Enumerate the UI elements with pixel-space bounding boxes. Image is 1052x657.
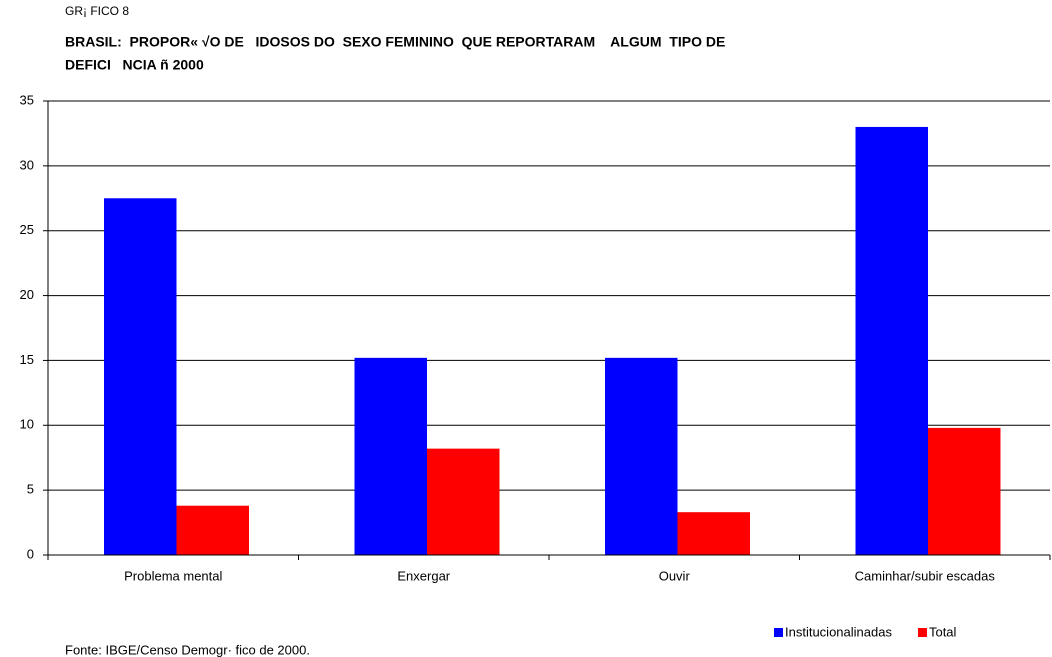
y-tick-label: 5: [27, 482, 34, 497]
x-tick-label: Problema mental: [124, 568, 222, 583]
chart-label: GR¡ FICO 8: [65, 4, 129, 18]
y-tick-label: 30: [20, 157, 34, 172]
y-tick-label: 15: [20, 352, 34, 367]
y-tick-label: 25: [20, 222, 34, 237]
bar: [354, 357, 427, 555]
x-tick-label: Enxergar: [397, 568, 450, 583]
bar: [677, 512, 750, 555]
y-tick-label: 10: [20, 417, 34, 432]
bar: [104, 198, 177, 556]
bar: [855, 126, 928, 555]
x-tick-label: Caminhar/subir escadas: [855, 568, 996, 583]
x-tick-label: Ouvir: [659, 568, 691, 583]
legend-label: Institucionalinadas: [785, 624, 892, 639]
legend-swatch: [917, 628, 927, 637]
bar: [605, 357, 678, 555]
legend-label: Total: [929, 624, 957, 639]
y-tick-label: 20: [20, 287, 34, 302]
bar: [928, 427, 1001, 555]
bar: [427, 448, 500, 555]
legend-swatch: [774, 628, 783, 637]
chart-title: BRASIL: PROPOR« √O DE IDOSOS DO SEXO FEM…: [65, 34, 725, 50]
y-tick-label: 0: [27, 546, 34, 561]
source-note: Fonte: IBGE/Censo Demogr· fico de 2000.: [65, 642, 310, 657]
y-tick-label: 35: [20, 92, 34, 107]
chart-title: DEFICI NCIA ñ 2000: [65, 57, 204, 73]
bar: [176, 505, 249, 555]
